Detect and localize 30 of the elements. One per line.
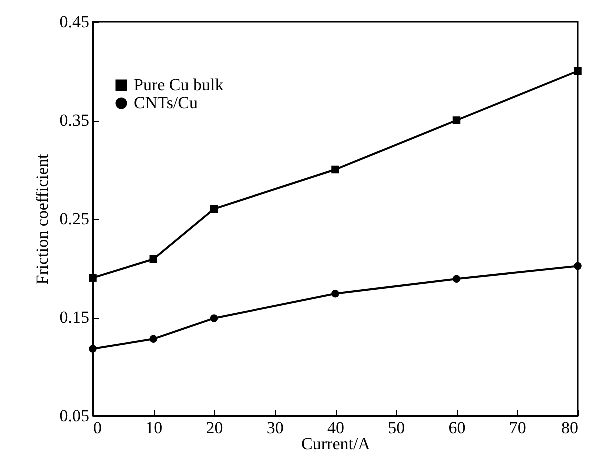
- x-axis-title: Current/A: [302, 434, 372, 454]
- point: [574, 262, 582, 270]
- point: [452, 116, 461, 124]
- point: [332, 290, 340, 298]
- y-axis-title: Friction coefficient: [32, 154, 52, 285]
- point: [150, 335, 158, 344]
- legend-label: Pure Cu bulk: [134, 76, 224, 94]
- y-tick-label: 0.05: [60, 406, 90, 426]
- x-tick-label: 0: [94, 418, 102, 438]
- point: [210, 205, 218, 214]
- x-tick-label: 20: [206, 418, 224, 438]
- y-tick-label: 0.15: [60, 308, 90, 327]
- point: [574, 67, 582, 76]
- x-tick-label: 70: [509, 418, 526, 438]
- legend-label: CNTs/Cu: [134, 94, 198, 112]
- point: [89, 345, 97, 353]
- x-tick-label: 40: [328, 418, 344, 438]
- x-tick-label: 10: [146, 418, 163, 438]
- x-tick-label: 80: [562, 418, 578, 438]
- x-tick-label: 60: [448, 418, 466, 438]
- point: [452, 275, 461, 283]
- point: [89, 274, 97, 282]
- x-tick-label: 30: [266, 418, 284, 438]
- y-tick-label: 0.25: [60, 210, 90, 228]
- point: [332, 166, 340, 174]
- y-tick-label: 0.45: [60, 12, 90, 32]
- point: [210, 314, 218, 322]
- point: [150, 256, 158, 264]
- x-tick-label: 50: [388, 418, 406, 438]
- y-tick-label: 0.35: [60, 111, 90, 130]
